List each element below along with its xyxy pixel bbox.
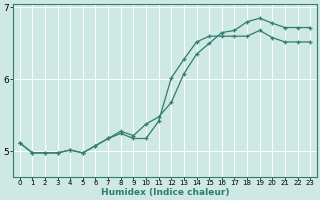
X-axis label: Humidex (Indice chaleur): Humidex (Indice chaleur) bbox=[101, 188, 229, 197]
